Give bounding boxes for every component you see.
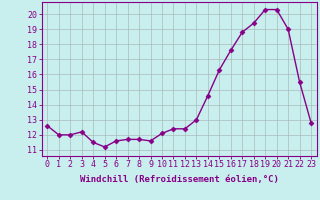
X-axis label: Windchill (Refroidissement éolien,°C): Windchill (Refroidissement éolien,°C): [80, 175, 279, 184]
